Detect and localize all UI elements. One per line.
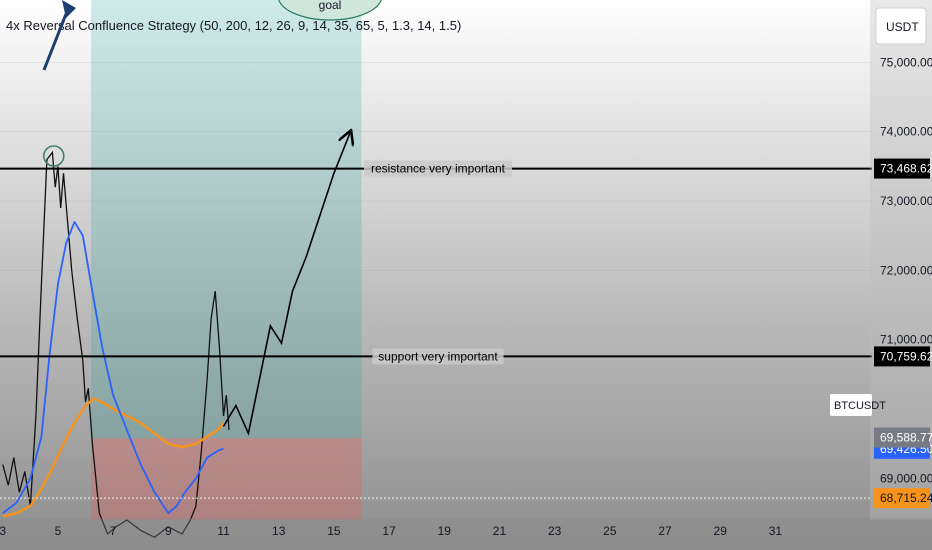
drawing-arrow-top-left[interactable] [42, 0, 76, 71]
profit-zone[interactable] [91, 0, 362, 439]
x-tick-label: 13 [272, 524, 286, 538]
y-tick-label: 74,000.00 [880, 125, 932, 139]
position-box[interactable] [91, 0, 362, 520]
gray-price-tag: 69,588.77 [880, 431, 932, 445]
resistance-label: resistance very important [371, 162, 506, 176]
x-tick-label: 15 [327, 524, 341, 538]
support-price-tag: 70,759.62 [880, 349, 932, 363]
blue-ma-line [2, 220, 224, 514]
x-tick-label: 25 [603, 524, 617, 538]
chart-grid [0, 62, 872, 479]
current-price-tag: 68,715.24 [880, 491, 932, 505]
time-axis-panel[interactable] [0, 518, 932, 550]
resistance-price-tag: 73,468.62 [880, 162, 932, 176]
x-tick-label: 29 [714, 524, 728, 538]
goal-callout[interactable]: goal [278, 0, 382, 21]
support-price-tag-bg [874, 346, 930, 367]
level-lines: resistance very important support very im… [0, 160, 872, 499]
y-tick-label: 75,000.00 [880, 55, 932, 69]
y-tick-label: 72,000.00 [880, 263, 932, 277]
y-tick-label: 73,000.00 [880, 194, 932, 208]
price-labels: 73,468.6270,759.6269,426.5068,715.2469,5… [874, 158, 932, 509]
x-tick-label: 11 [217, 524, 230, 538]
current-price-tag-bg [874, 488, 930, 509]
time-axis: 3 5 7 9 11 13 15 17 19 21 23 25 27 29 31 [0, 524, 782, 538]
symbol-tag[interactable]: BTCUSDT [830, 394, 886, 416]
x-tick-label: 31 [769, 524, 783, 538]
series-layer [2, 132, 351, 539]
orange-ma-line [2, 397, 225, 518]
x-tick-label: 19 [438, 524, 452, 538]
x-tick-label: 21 [493, 524, 507, 538]
symbol-label: BTCUSDT [834, 400, 886, 412]
price-axis: 75,000.00 74,000.00 73,000.00 72,000.00 71,0… [880, 55, 932, 485]
loss-zone[interactable] [91, 438, 362, 520]
indicator-title[interactable]: 4x Reversal Confluence Strategy (50, 200… [6, 18, 461, 33]
peak-circle-marker[interactable] [43, 145, 65, 167]
support-label: support very important [378, 349, 498, 363]
x-tick-label: 9 [165, 524, 172, 538]
currency-label: USDT [886, 20, 919, 34]
resistance-label-bg [364, 160, 512, 177]
goal-label: goal [319, 0, 342, 12]
x-tick-label: 3 [0, 524, 6, 538]
resistance-price-tag-bg [874, 158, 930, 179]
y-tick-label: 69,000.00 [880, 471, 932, 485]
x-tick-label: 5 [55, 524, 62, 538]
currency-box[interactable]: USDT [875, 7, 927, 45]
price-line [2, 150, 230, 539]
x-tick-label: 17 [382, 524, 396, 538]
support-label-bg [372, 348, 504, 365]
x-tick-label: 7 [110, 524, 117, 538]
x-tick-label: 27 [658, 524, 672, 538]
gray-price-tag-bg [874, 427, 930, 448]
x-tick-label: 23 [548, 524, 562, 538]
y-tick-label: 71,000.00 [880, 333, 932, 347]
projection-arrow[interactable] [222, 132, 351, 436]
